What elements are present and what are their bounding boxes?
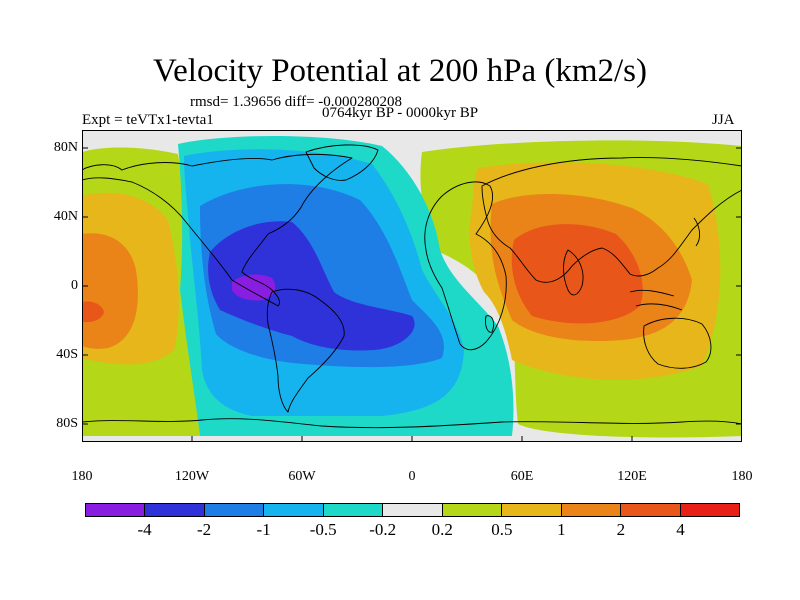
- lat-label-40s: 40S: [56, 347, 78, 362]
- colorbar-swatch-9: [621, 504, 681, 516]
- colorbar: [85, 503, 740, 517]
- colorbar-label-8: 2: [616, 520, 626, 539]
- colorbar-swatch-0: [86, 504, 146, 516]
- lat-label-eq: 0: [71, 278, 78, 293]
- colorbar-label-5: 0.2: [431, 520, 453, 539]
- colorbar-label-1: -2: [196, 520, 212, 539]
- lon-label-180e: 180: [731, 469, 753, 484]
- velocity-potential-map: [82, 130, 742, 442]
- colorbar-label-0: -4: [137, 520, 152, 539]
- colorbar-swatch-8: [561, 504, 622, 516]
- lat-label-80s: 80S: [56, 416, 78, 431]
- lon-label-180w: 180: [71, 469, 93, 484]
- colorbar-swatch-3: [264, 504, 324, 516]
- colorbar-swatch-6: [442, 504, 503, 516]
- lat-label-40n: 40N: [53, 209, 78, 224]
- colorbar-swatch-5: [383, 504, 443, 516]
- lon-label-120w: 120W: [174, 469, 210, 484]
- colorbar-label-4: -0.2: [369, 520, 397, 539]
- lon-label-120e: 120E: [617, 469, 647, 484]
- field-dark-blue: [208, 221, 415, 351]
- lat-label-80n: 80N: [53, 140, 78, 155]
- colorbar-label-2: -1: [256, 520, 271, 539]
- lon-label-60w: 60W: [288, 469, 316, 484]
- season-label: JJA: [712, 112, 735, 128]
- colorbar-swatch-10: [680, 504, 739, 516]
- field-purple: [232, 274, 276, 301]
- lon-label-60e: 60E: [510, 469, 534, 484]
- plot-title: Velocity Potential at 200 hPa (km2/s): [152, 53, 648, 89]
- colorbar-swatch-2: [204, 504, 265, 516]
- field-west-red: [82, 301, 104, 323]
- colorbar-label-6: 0.5: [491, 520, 513, 539]
- experiment-label: Expt = teVTx1-tevta1: [82, 112, 214, 128]
- coastlines: [82, 144, 742, 429]
- field-east-red: [511, 224, 643, 324]
- rmsd-diff-stats: rmsd= 1.39656 diff= -0.000280208: [190, 94, 403, 110]
- colorbar-swatch-7: [502, 504, 562, 516]
- period-label: 0764kyr BP - 0000kyr BP: [322, 105, 479, 121]
- colorbar-swatch-4: [323, 504, 384, 516]
- lon-label-0: 0: [408, 469, 416, 484]
- colorbar-swatch-1: [145, 504, 205, 516]
- tick-marks: [82, 147, 742, 442]
- colorbar-label-7: 1: [557, 520, 566, 539]
- colorbar-label-3: -0.5: [309, 520, 337, 539]
- colorbar-label-9: 4: [676, 520, 685, 539]
